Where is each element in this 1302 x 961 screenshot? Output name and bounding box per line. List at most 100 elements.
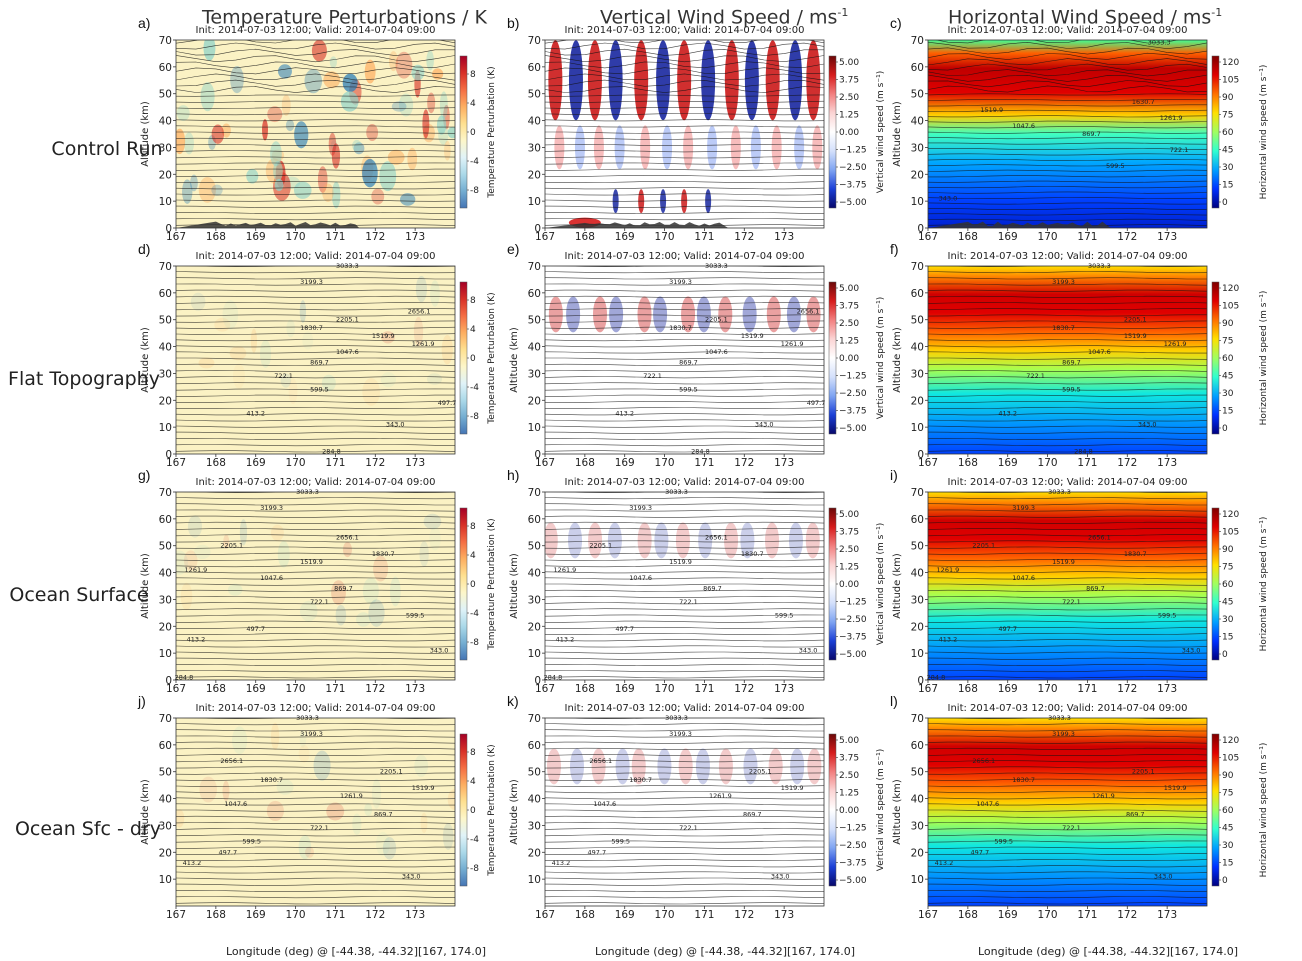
colorbar-tick-label: 90 (1222, 319, 1234, 329)
perturbation-blob (415, 275, 427, 303)
contour-line (176, 528, 455, 530)
contour-label: 722.1 (310, 598, 329, 606)
x-tick-label: 169 (998, 683, 1018, 695)
colorbar-tick-label: 0 (1222, 198, 1228, 208)
contour-lines-c (928, 40, 1207, 227)
y-tick-label: 0 (534, 675, 541, 687)
colorbar-tick-label: −3.75 (839, 181, 867, 191)
colorbar-e (828, 281, 837, 435)
panel-title-i: Init: 2014-07-03 12:00; Valid: 2014-07-0… (948, 477, 1188, 488)
contour-line (545, 388, 824, 391)
contour-line (545, 565, 824, 568)
contour-line (176, 747, 455, 750)
y-tick-label: 40 (528, 794, 541, 806)
perturbation-blob (364, 59, 376, 84)
x-axis-label-col3: Longitude (deg) @ [-44.38, -44.32][167, … (978, 945, 1239, 958)
contour-line (176, 766, 455, 769)
x-tick-label: 167 (166, 457, 186, 469)
contour-line (928, 729, 1207, 732)
wave-tail (640, 125, 651, 170)
colorbar-tick-label: -8 (470, 412, 479, 422)
contour-lines-a (176, 40, 455, 227)
contour-line (176, 791, 455, 794)
field-a (176, 40, 455, 228)
wave-tail (574, 125, 585, 170)
contour-line (176, 509, 455, 512)
plot-frame-g (175, 491, 456, 681)
contour-line (928, 657, 1207, 660)
contour-line (928, 676, 1207, 679)
contour-line (928, 444, 1207, 447)
perturbation-blob (371, 188, 385, 205)
contour-line (545, 741, 824, 744)
contour-line (928, 663, 1207, 666)
y-axis-label-i: Altitude (km) (892, 553, 903, 619)
row-label-ocean-sfc-dry: Ocean Sfc - dry (14, 818, 162, 840)
colorbar-k (828, 733, 837, 887)
contour-lines-j (176, 718, 455, 905)
contour-line (928, 639, 1207, 642)
contour-label: 3199.3 (1052, 730, 1075, 738)
contour-line (928, 164, 1207, 167)
x-tick-label: 168 (958, 231, 978, 243)
contour-line (928, 785, 1207, 787)
contour-line (176, 834, 455, 837)
contour-label: 599.5 (994, 838, 1013, 846)
perturbation-blob (270, 722, 280, 751)
y-tick-label: 20 (911, 169, 924, 181)
contour-line (928, 859, 1207, 861)
panel-i: 3033.3 3199.3 2656.1 2205.1 1830.7 1519.9 1261… (890, 467, 1269, 697)
contour-line (180, 492, 455, 494)
contour-line (545, 871, 824, 874)
contour-line (176, 853, 455, 855)
colorbar-tick-label: 45 (1222, 372, 1233, 382)
y-tick-label: 40 (528, 568, 541, 580)
contour-label: 1261.9 (709, 792, 732, 800)
contour-line (545, 48, 824, 56)
wave-crest (568, 522, 583, 559)
contour-line (545, 859, 824, 861)
field-b (545, 40, 824, 228)
colorbar-tick-label: 0.00 (839, 806, 859, 816)
contour-line (928, 388, 1207, 391)
contour-line (545, 503, 824, 506)
heatmap-svg-f: 3033.33199.32205.11830.71519.91261.91047… (890, 241, 1269, 469)
contour-label: 1261.9 (185, 566, 208, 574)
contour-lines-d (176, 266, 455, 453)
contour-line (176, 376, 455, 379)
contour-line (176, 326, 455, 329)
contour-line (176, 754, 455, 756)
perturbation-blob (362, 577, 379, 605)
colorbar-tick-label: 75 (1222, 563, 1233, 573)
wave-crest (548, 296, 563, 333)
contour-line (176, 503, 455, 506)
perturbation-blob (200, 82, 215, 112)
y-tick-label: 50 (911, 315, 924, 327)
y-tick-label: 40 (159, 568, 172, 580)
perturbation-blob (198, 176, 216, 203)
wave-crest (677, 40, 692, 121)
perturbation-blob (331, 580, 346, 605)
contour-line (549, 718, 824, 720)
contour-line (928, 407, 1207, 409)
colorbar-tick-label: 30 (1222, 163, 1234, 173)
contour-line (928, 815, 1207, 818)
y-tick-label: 70 (528, 713, 541, 725)
contour-label: 1047.6 (260, 574, 283, 582)
x-tick-label: 170 (1038, 683, 1058, 695)
contour-line (176, 351, 455, 354)
x-tick-label: 168 (958, 909, 978, 921)
x-tick-label: 169 (615, 231, 635, 243)
y-tick-label: 60 (911, 514, 924, 526)
perturbation-blob (182, 179, 193, 204)
contour-label: 284.8 (544, 673, 563, 681)
wave-crest (696, 296, 711, 333)
contour-label: 1261.9 (554, 566, 577, 574)
colorbar-tick-label: 45 (1222, 146, 1233, 156)
contour-label: 343.0 (1138, 420, 1157, 428)
wave-tail (794, 125, 805, 170)
contour-line (928, 109, 1207, 112)
perturbation-blob (229, 346, 247, 361)
y-tick-label: 20 (159, 847, 172, 859)
contour-label: 1830.7 (372, 550, 395, 558)
